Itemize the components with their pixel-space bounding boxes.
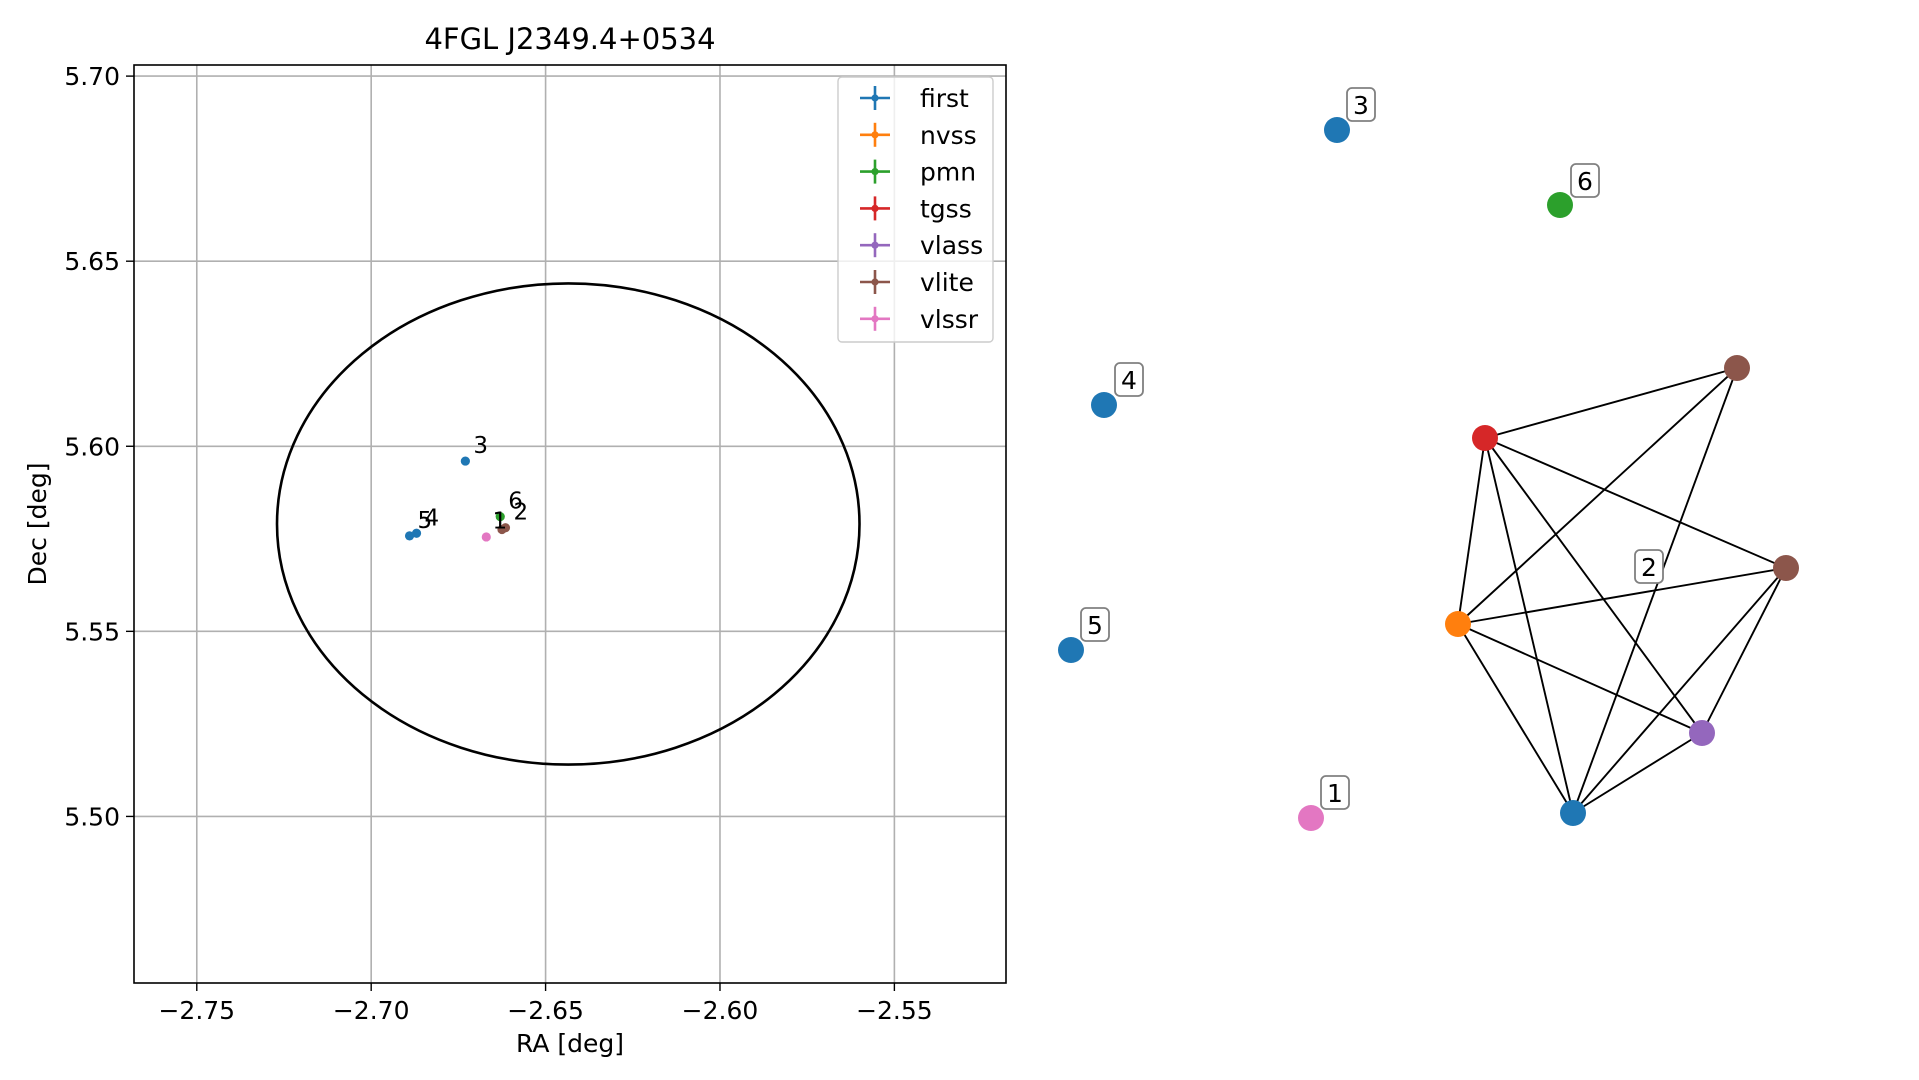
graph-node xyxy=(1724,355,1750,381)
point-pmn xyxy=(495,511,505,522)
point-label: 3 xyxy=(473,433,488,459)
legend-entry-pmn: pmn xyxy=(860,158,976,187)
point-first xyxy=(411,528,422,538)
legend-label: vlass xyxy=(920,231,983,260)
graph-node xyxy=(1298,805,1324,831)
x-axis-ticks: −2.75 −2.70 −2.65 −2.60 −2.55 xyxy=(158,983,933,1025)
legend-marker-dot xyxy=(871,168,879,176)
legend-marker-dot xyxy=(871,131,879,139)
point-vlite xyxy=(497,524,507,535)
x-tick-label: −2.55 xyxy=(856,996,933,1025)
legend-marker-dot xyxy=(871,278,879,286)
legend-label: vlite xyxy=(920,268,974,297)
node-label-box xyxy=(1080,607,1110,642)
y-axis-ticks: 5.50 5.55 5.60 5.65 5.70 xyxy=(64,62,134,831)
graph-node xyxy=(1547,192,1573,218)
node-label-box xyxy=(1114,362,1144,397)
node-label-box xyxy=(1570,163,1600,198)
point-label: 5 xyxy=(418,508,433,534)
graph-edge xyxy=(1484,437,1574,814)
graph-edge xyxy=(1572,732,1703,814)
graph-edge xyxy=(1484,367,1738,439)
graph-node xyxy=(1058,637,1084,663)
x-tick-label: −2.70 xyxy=(333,996,410,1025)
legend-marker-dot xyxy=(871,241,879,249)
y-axis-label: Dec [deg] xyxy=(23,463,52,586)
graph-node xyxy=(1560,800,1586,826)
point-vlssr xyxy=(481,532,491,542)
legend-entry-nvss: nvss xyxy=(860,121,977,150)
legend-label: nvss xyxy=(920,121,977,150)
legend-label: pmn xyxy=(920,158,976,187)
y-tick-label: 5.70 xyxy=(64,62,120,91)
legend-entry-first: first xyxy=(860,84,969,113)
legend-marker-dot xyxy=(871,94,879,102)
legend-entry-vlssr: vlssr xyxy=(860,305,979,334)
node-label: 5 xyxy=(1087,611,1103,640)
node-labels-layer: 3 6 4 5 1 2 xyxy=(1080,87,1664,810)
node-label: 4 xyxy=(1121,366,1137,395)
y-tick-label: 5.65 xyxy=(64,247,120,276)
group-label: 2 xyxy=(1641,553,1657,582)
y-tick-label: 5.50 xyxy=(64,802,120,831)
legend-marker-dot xyxy=(871,315,879,323)
x-axis-label: RA [deg] xyxy=(516,1029,624,1058)
graph-edge xyxy=(1701,567,1787,734)
edges-layer xyxy=(1457,367,1787,814)
legend-entries: first nvss pmn tgss vlass vlite vlssr xyxy=(860,84,983,334)
legend-label: tgss xyxy=(920,194,972,223)
graph-node xyxy=(1091,392,1117,418)
error-ellipse xyxy=(275,282,861,766)
x-tick-label: −2.75 xyxy=(158,996,235,1025)
graph-node xyxy=(1445,611,1471,637)
y-tick-label: 5.55 xyxy=(64,617,120,646)
legend-entry-vlass: vlass xyxy=(860,231,983,260)
legend-entry-tgss: tgss xyxy=(860,194,972,223)
point-first xyxy=(460,456,470,466)
error-ellipse-layer xyxy=(275,282,861,766)
legend-label: first xyxy=(920,84,969,113)
graph-edge xyxy=(1484,437,1703,734)
graph-edge xyxy=(1457,367,1738,625)
x-tick-label: −2.60 xyxy=(682,996,759,1025)
legend-marker-dot xyxy=(871,204,879,212)
legend-box xyxy=(837,76,994,343)
point-label: 1 xyxy=(492,508,507,534)
graph-node xyxy=(1773,555,1799,581)
point-label: 2 xyxy=(513,500,528,526)
plot-frame xyxy=(133,64,1007,984)
graph-edge xyxy=(1484,437,1787,569)
point-label: 6 xyxy=(508,489,523,515)
legend: first nvss pmn tgss vlass vlite vlssr xyxy=(837,76,994,343)
node-label-box xyxy=(1320,775,1350,810)
node-label-box xyxy=(1346,87,1376,122)
graph-edge xyxy=(1457,567,1787,625)
point-first xyxy=(404,531,415,541)
graph-node xyxy=(1472,425,1498,451)
graph-node xyxy=(1689,720,1715,746)
y-tick-label: 5.60 xyxy=(64,432,120,461)
node-label: 6 xyxy=(1577,167,1593,196)
network-panel: 3 6 4 5 1 2 xyxy=(1058,87,1799,831)
graph-node xyxy=(1324,117,1350,143)
graph-edge xyxy=(1572,567,1787,814)
points-layer: 3 54 621 xyxy=(404,433,528,542)
node-label: 3 xyxy=(1353,91,1369,120)
legend-entry-vlite: vlite xyxy=(860,268,974,297)
grid xyxy=(134,65,1006,983)
group-label-box xyxy=(1634,549,1664,584)
chart-title: 4FGL J2349.4+0534 xyxy=(424,22,715,56)
graph-edge xyxy=(1457,623,1703,734)
nodes-layer xyxy=(1058,117,1799,831)
graph-edge xyxy=(1457,437,1486,625)
graph-edge xyxy=(1457,623,1574,814)
legend-label: vlssr xyxy=(920,305,979,334)
x-tick-label: −2.65 xyxy=(507,996,584,1025)
node-label: 1 xyxy=(1327,779,1343,808)
point-label: 4 xyxy=(425,505,440,531)
